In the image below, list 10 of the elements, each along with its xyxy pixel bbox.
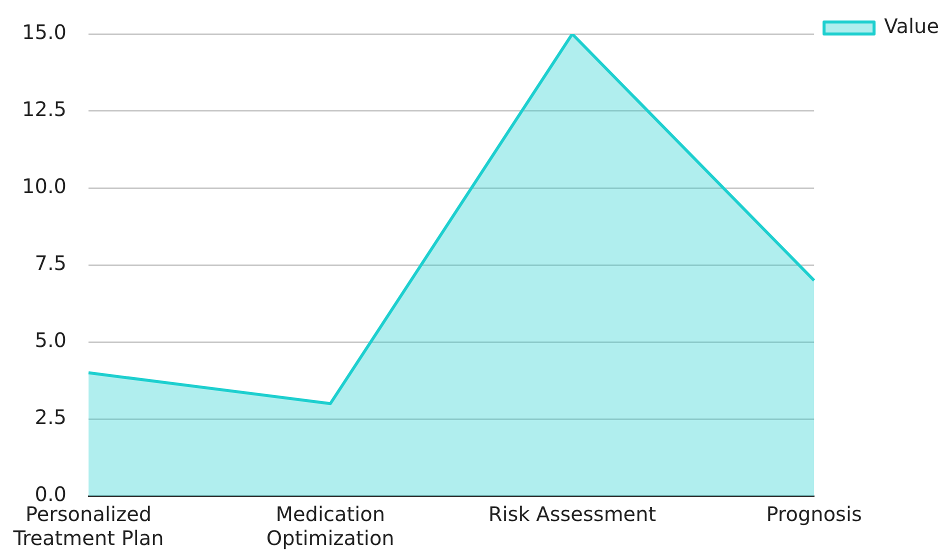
y-tick-label: 10.0	[22, 174, 67, 198]
y-tick-label: 12.5	[22, 97, 67, 122]
y-tick-label: 7.5	[34, 251, 67, 276]
x-tick-label: Medication Optimization	[266, 502, 394, 550]
x-tick-label: Risk Assessment	[488, 502, 656, 526]
legend-label: Value	[884, 14, 939, 38]
y-tick-label: 15.0	[22, 20, 67, 44]
y-tick-label: 5.0	[34, 328, 67, 352]
x-tick-label: Prognosis	[766, 502, 862, 526]
y-tick-label: 2.5	[34, 405, 67, 430]
